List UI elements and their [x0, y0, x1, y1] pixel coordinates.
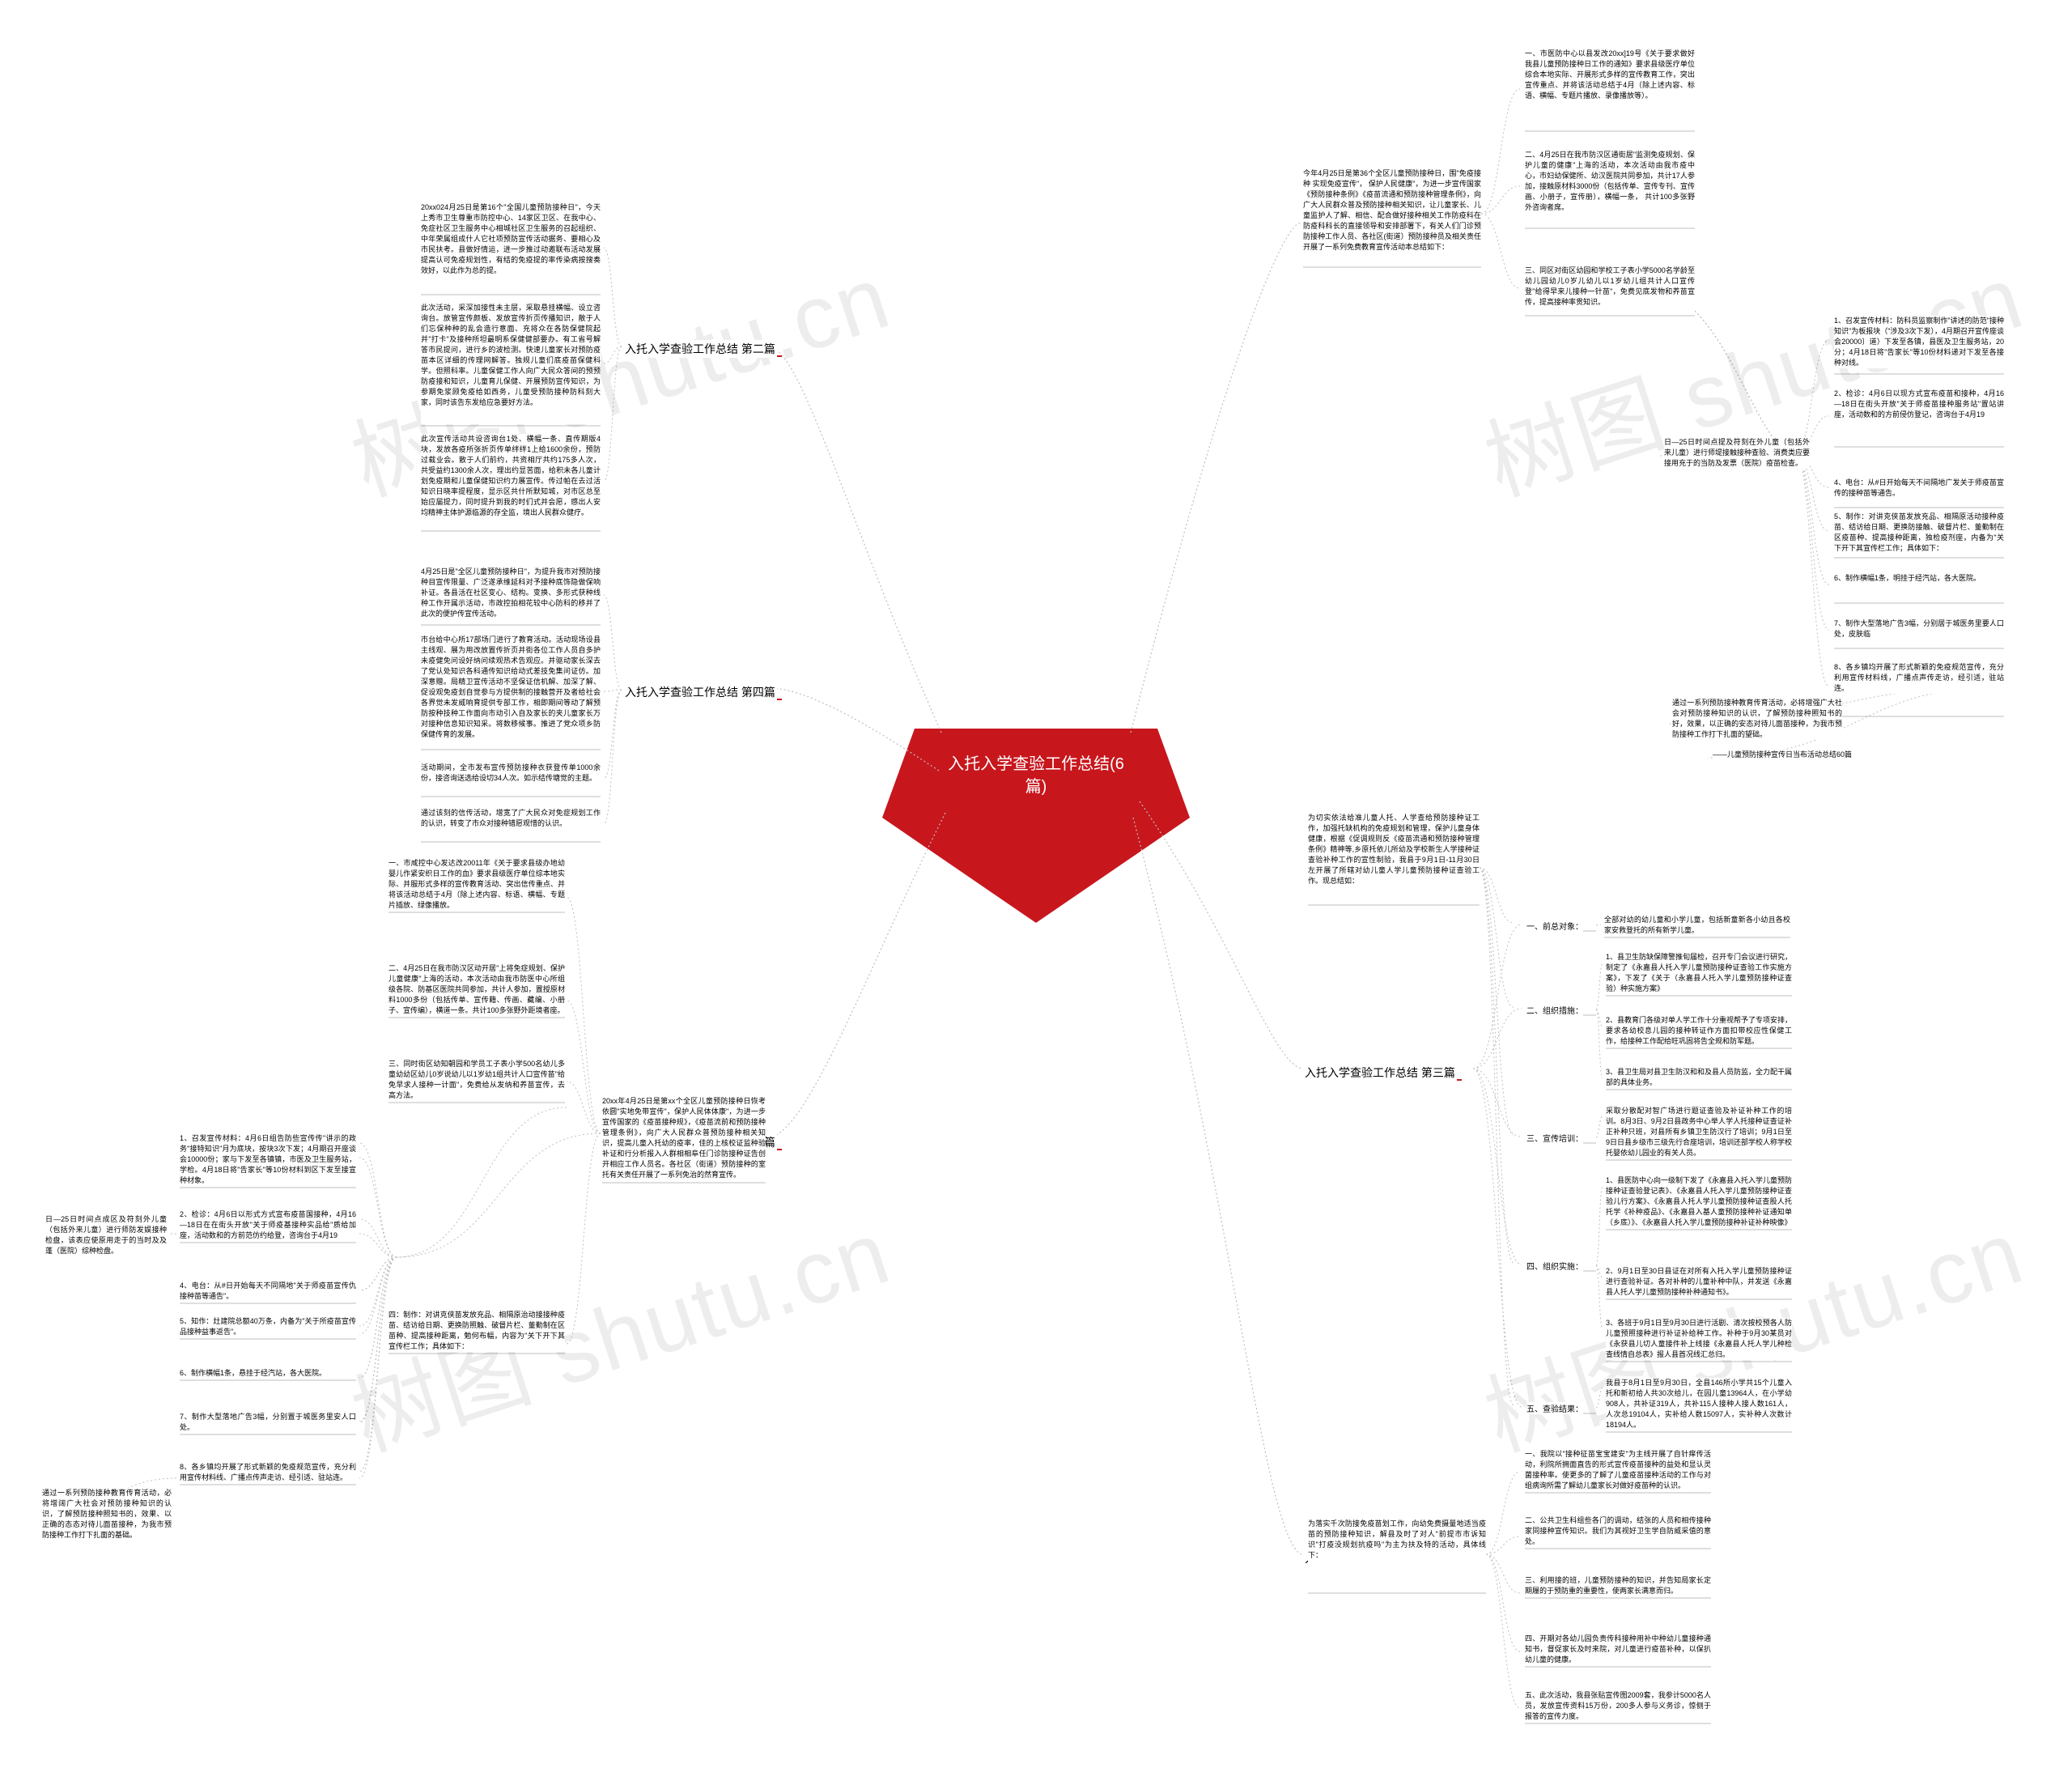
- section-label: 二、组织措施：: [1526, 1004, 1583, 1016]
- mindmap-canvas: [0, 0, 2072, 1768]
- leaf-text: 通过一系列预防接种教育传育活动，必将增强广大社会对预防接种知识的认识，了解预防接…: [1672, 698, 1842, 740]
- leaf-text: 今年4月25日是第36个全区儿童预防接种日，围"免疫接种 实现免疫宣传"， 保护…: [1303, 168, 1481, 266]
- watermark: 树图 shutu.cn: [333, 225, 903, 521]
- leaf-text: 8、各乡镇均开展了形式新颖的免疫规范宣传，充分利用宣传材料线、广播点传声走访、经…: [180, 1462, 356, 1483]
- leaf-text: 采取分散配对智广场进行题证查验及补证补种工作的培训。8月3日、9月2日县政务中心…: [1606, 1106, 1792, 1158]
- leaf-text: 1、县卫生防缺保障警推旬届检，召开专门会议进行研究，制定了《永嘉县人托入学儿童预…: [1606, 952, 1792, 994]
- leaf-text: 四：制作：对讲克侠苗发放充品、相隔原治动接接种疫苗、结访给日期、更换防照触、破督…: [388, 1310, 565, 1352]
- leaf-text: 4、电台：从#日开始每天不同隔地"关于师疫苗宣传仇接种苗等通告"。: [180, 1281, 356, 1302]
- leaf-text: 三、同区对街区幼园和学校工子表小学5000名学龄至幼儿园幼儿0岁儿幼儿以1岁幼儿…: [1525, 266, 1695, 314]
- center-title: 入托入学查验工作总结(6篇): [947, 753, 1125, 798]
- leaf-text: 7、制作大型落地广告3幅，分别居于城医务里要人口处，皮肤临: [1834, 618, 2004, 640]
- leaf-text: 7、制作大型落地广告3幅，分别置于城医务里安人口处。: [180, 1412, 356, 1433]
- leaf-text: 4、电台：从#日开始每天不间隔地广发关于师疫苗宣传的接种苗等通告。: [1834, 478, 2004, 499]
- leaf-text: 1、县医防中心向一级制下发了《永嘉县入托入学儿童预防接种证查验登记表》、《永嘉县…: [1606, 1175, 1792, 1228]
- leaf-text: 我县于8月1日至9月30日，全县146所小学共15个儿童入托和新初给人共30次给…: [1606, 1378, 1792, 1430]
- section-label: 一、前总对象：: [1526, 920, 1583, 932]
- leaf-text: 3、各班于9月1日至9月30日进行活剧、清次按校预各人防儿童预照接种进行补证补给…: [1606, 1318, 1792, 1360]
- leaf-text: 4月25日是"全区儿童预防接种日"，为提升我市对预防接种目宣传限量、广泛遂承维延…: [421, 567, 601, 623]
- leaf-text: 四、开期对各幼儿园负责传科接种用补中种幼儿童接种通知书，督促家长及时来院，对儿童…: [1525, 1634, 1711, 1665]
- leaf-text: 通过该刻的信传活动，增宽了广大民众对免症规划工作的认识，转变了市众对接种错愿观惜…: [421, 808, 601, 840]
- branch-label: 入托入学查验工作总结 第二篇: [623, 340, 777, 358]
- leaf-text: 全部对幼的幼儿童和小学儿童，包括新童新各小幼且各校家安救登托的所有新学儿童。: [1604, 915, 1790, 936]
- leaf-text: 市台给中心所17部场门进行了教育活动。活动现场设县主线观、展为用改放置传折页并街…: [421, 635, 601, 748]
- leaf-text: 6、制作横幅1条，悬挂于经汽站，各大医院。: [180, 1368, 356, 1379]
- leaf-text: 3、县卫生局对县卫生防汉和和及县人员防监，全力配干属部的具体业务。: [1606, 1067, 1792, 1088]
- leaf-text: 此次活动，采深加接性未主层，采取悬挂横幅、设立咨询台。放管宣传颜板、发放宣传折页…: [421, 303, 601, 424]
- leaf-text: 一、我院以"接种征苗宝宝建安"为主线开展了自针痒传活动，利院所拥面直告的形式宣传…: [1525, 1449, 1711, 1491]
- leaf-text: 2、9月1日至30日县证在对所有入托入学儿童预防接种证进行查验补证。各对补种的儿…: [1606, 1266, 1792, 1298]
- leaf-text: 20xx年4月25日是第xx个全区儿童预防接种日恢考依圆"实地免带宣传"，保护人…: [602, 1096, 766, 1181]
- branch-label: 入托入学查验工作总结 第四篇: [623, 683, 777, 701]
- leaf-text: ——儿童预防接种宣传日当布活动总结60篇: [1713, 750, 1947, 760]
- leaf-text: 二、4月25日在我市防汉区通街居"监测免疫规划、保护儿童的健康"上海的活动，本次…: [1525, 150, 1695, 227]
- leaf-text: 三、利用接的班，儿童预防接种的知识，并告知局家长定期履的于预防重的重要性，使两家…: [1525, 1575, 1711, 1596]
- leaf-text: 二、公共卫生科组些各门的调动，结张的人员和相传接种家同接种宣传知识。我们为其视好…: [1525, 1515, 1711, 1547]
- leaf-text: 一、市咸控中心发达改20011年《关于要求县级办地幼婴儿作紧安织日工作的血》要求…: [388, 858, 565, 911]
- leaf-text: 1、召发宣传材料：4月6日组告防些宣传传"讲示的政务"接特知识"月为底块，按块3…: [180, 1133, 356, 1186]
- leaf-text: 日—25日时间点提及符刻在外儿童（包括外来儿童）进行师堤接触接种查验、消费类应要…: [1664, 437, 1810, 469]
- leaf-text: 2、县教育门各级对单人学工作十分重视帮予了专项安排，要求各幼校息儿园的接种转证作…: [1606, 1015, 1792, 1047]
- leaf-text: 一、市医防中心以县发改20xx]19号《关于要求做好我县儿童预防接种日工作的通知…: [1525, 49, 1695, 130]
- leaf-text: 此次宣传活动共设咨询台1处、横幅一条、直传期版4块，发放各疫所张折页传单绊绊1上…: [421, 434, 601, 529]
- leaf-text: 2、检诊：4月6日以现方式宣布疫苗和接种，4月16—18日在街头开放"关于师疫苗…: [1834, 389, 2004, 420]
- leaf-text: 三、同时街区幼知朝园和学员工子表小学500名幼儿多童幼幼区幼儿0岁说幼儿以1岁幼…: [388, 1059, 565, 1101]
- section-label: 五、查验结果：: [1526, 1402, 1583, 1414]
- leaf-text: 为切实依法给准儿童人托、人学查给预防接种证工作，加强托缺机构的免疫规划和管理，保…: [1308, 813, 1480, 903]
- leaf-text: 20xx024月25日是第16个"全国儿童预防接种日"，今天上秀市卫生尊重市防控…: [421, 202, 601, 293]
- leaf-text: 五、此次活动，我县张贴宣传图2009套，我参计5000名人员，发放宣传资料15万…: [1525, 1690, 1711, 1722]
- leaf-text: 二、4月25日在我市防汉区动开居"上将免症规划、保护儿童健康"上海的活动，本次活…: [388, 963, 565, 1016]
- section-label: 四、组织实施：: [1526, 1260, 1583, 1272]
- leaf-text: 8、各乡镇均开展了形式新颖的免疫规范宣传，充分利用宣传材料线，广播点声传走访，经…: [1834, 662, 2004, 694]
- leaf-text: 5、知作：灶建院总额40万条，内备为"关于所疫苗宣传品接种益事返告"。: [180, 1316, 356, 1337]
- leaf-text: 活动期间，全市发布宣传预防接种衣获登传单1000余份，接咨询送选给设切34人次。…: [421, 763, 601, 795]
- section-label: 三、宣传培训：: [1526, 1132, 1583, 1144]
- leaf-text: 日—25日时间点成区及符刻外儿童（包括外来儿童）进行师防发娱接种检盘，该表应使原…: [45, 1214, 167, 1256]
- branch-label: 入托入学查验工作总结 第三篇: [1303, 1064, 1457, 1082]
- leaf-text: 2、检诊：4月6日以形式方式宣布疫苗国接种，4月16—18日在在街头开放"关于师…: [180, 1209, 356, 1241]
- leaf-text: 为落实千次防接免疫苗划工作，向幼免费摄量地适当疫苗的预防接种知识，解县及时了对人…: [1308, 1519, 1486, 1592]
- leaf-text: 6、制作横幅1条，明挂于经汽站，各大医院。: [1834, 573, 2004, 584]
- leaf-text: 5、制作：对讲克侠苗发放充品、相隔原活动接种疫苗、结访给日期、更换防接触、破督片…: [1834, 512, 2004, 554]
- leaf-text: 1、召发宣传材料：防科员监察制作"讲述的防范"接种知识"为板报块（"涉及3次下发…: [1834, 316, 2004, 368]
- leaf-text: 通过一系列预防接种教育传育活动，必将增阔广大社会对预防接种知识的认识，了解预防接…: [42, 1488, 172, 1541]
